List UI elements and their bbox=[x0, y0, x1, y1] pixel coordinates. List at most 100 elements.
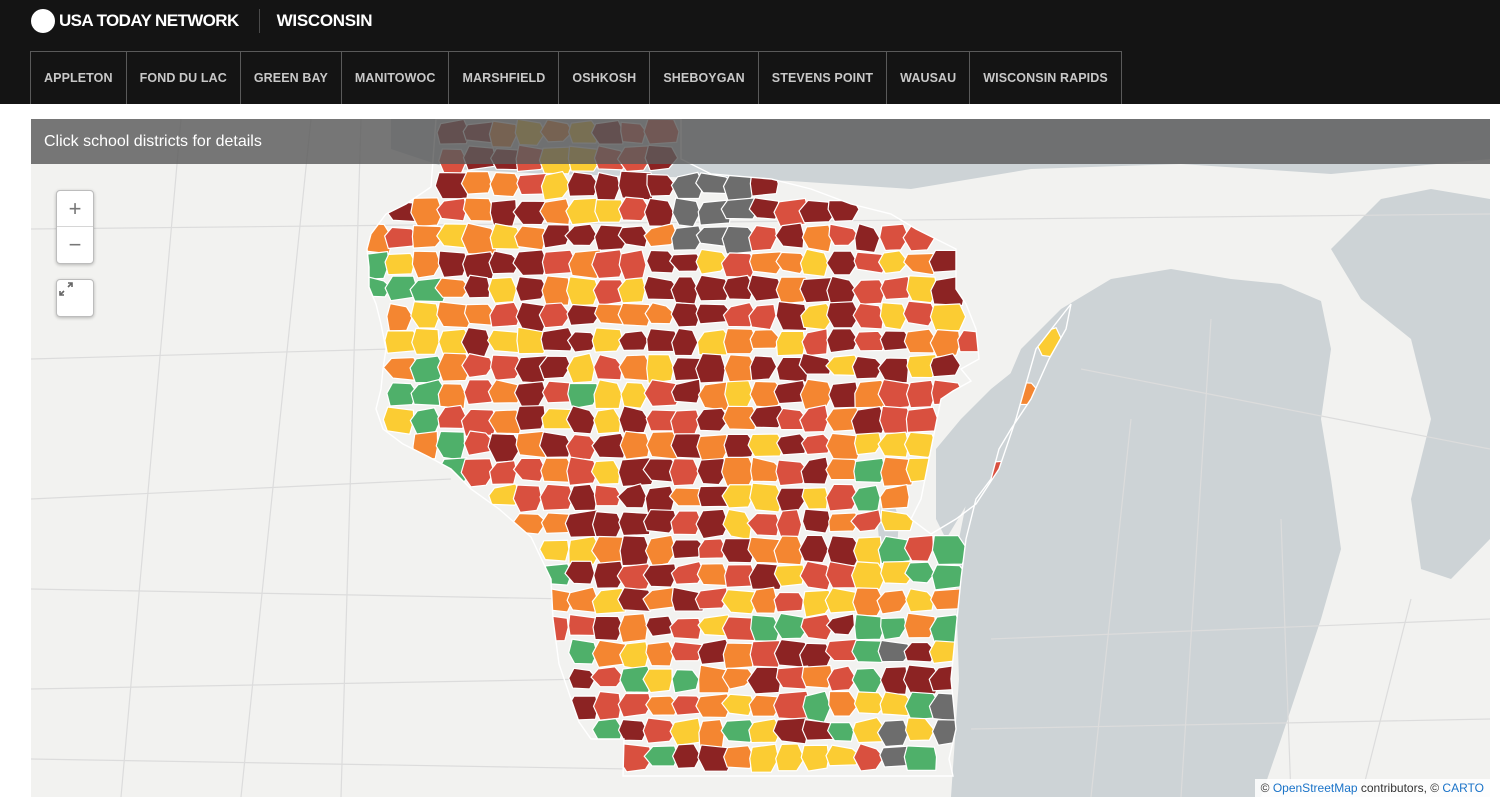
school-district[interactable] bbox=[903, 328, 939, 354]
school-district[interactable] bbox=[772, 717, 809, 745]
school-district[interactable] bbox=[617, 302, 652, 327]
nav-item-wausau[interactable]: WAUSAU bbox=[887, 52, 971, 104]
school-district[interactable] bbox=[720, 719, 757, 743]
school-district[interactable] bbox=[436, 197, 468, 222]
school-district[interactable] bbox=[748, 224, 778, 252]
school-district[interactable] bbox=[904, 717, 936, 742]
brand-name[interactable]: USA TODAY NETWORK bbox=[59, 11, 239, 30]
school-district[interactable] bbox=[515, 404, 547, 432]
school-district[interactable] bbox=[671, 586, 707, 612]
school-district[interactable] bbox=[382, 406, 415, 435]
school-district[interactable] bbox=[463, 274, 491, 299]
school-district[interactable] bbox=[671, 743, 702, 769]
school-district[interactable] bbox=[903, 431, 937, 459]
school-district[interactable] bbox=[801, 224, 833, 253]
nav-item-wisconsin-rapids[interactable]: WISCONSIN RAPIDS bbox=[970, 52, 1122, 104]
school-district[interactable] bbox=[646, 173, 677, 197]
school-district[interactable] bbox=[879, 483, 910, 510]
school-district[interactable] bbox=[773, 564, 805, 587]
school-district[interactable] bbox=[905, 457, 940, 483]
school-district[interactable] bbox=[671, 539, 706, 560]
nav-item-oshkosh[interactable]: OSHKOSH bbox=[559, 52, 651, 104]
school-district[interactable] bbox=[798, 534, 830, 564]
school-district[interactable] bbox=[775, 743, 806, 772]
school-district[interactable] bbox=[538, 355, 572, 380]
school-district[interactable] bbox=[774, 222, 805, 249]
school-district[interactable] bbox=[671, 695, 705, 716]
school-district[interactable] bbox=[827, 199, 860, 222]
school-district[interactable] bbox=[903, 612, 937, 639]
school-district[interactable] bbox=[746, 666, 782, 695]
usa-today-dot-logo-icon[interactable] bbox=[31, 9, 55, 33]
school-district[interactable] bbox=[564, 223, 598, 247]
nav-item-manitowoc[interactable]: MANITOWOC bbox=[342, 52, 450, 104]
school-district[interactable] bbox=[538, 431, 573, 458]
school-district[interactable] bbox=[410, 300, 441, 329]
school-district[interactable] bbox=[593, 484, 622, 507]
school-district[interactable] bbox=[880, 617, 908, 641]
school-district[interactable] bbox=[618, 330, 649, 352]
osm-link[interactable]: OpenStreetMap bbox=[1272, 781, 1358, 795]
school-district[interactable] bbox=[879, 691, 914, 717]
school-district[interactable] bbox=[489, 301, 522, 328]
school-district[interactable] bbox=[539, 539, 570, 562]
school-district[interactable] bbox=[489, 354, 524, 381]
school-district[interactable] bbox=[852, 743, 885, 772]
school-district[interactable] bbox=[902, 222, 936, 252]
school-district[interactable] bbox=[824, 638, 862, 662]
school-district[interactable] bbox=[828, 690, 860, 717]
school-district[interactable] bbox=[852, 716, 887, 744]
school-district[interactable] bbox=[879, 330, 911, 352]
school-district[interactable] bbox=[801, 508, 832, 534]
school-district[interactable] bbox=[618, 612, 648, 644]
school-district[interactable] bbox=[617, 196, 651, 222]
school-district[interactable] bbox=[460, 458, 495, 488]
school-district[interactable] bbox=[775, 251, 808, 275]
school-district[interactable] bbox=[828, 223, 860, 247]
school-district[interactable] bbox=[646, 353, 675, 385]
school-district[interactable] bbox=[800, 456, 830, 485]
school-district[interactable] bbox=[591, 432, 628, 459]
school-district[interactable] bbox=[877, 639, 913, 663]
school-district[interactable] bbox=[694, 274, 732, 302]
school-district[interactable] bbox=[645, 615, 674, 638]
school-district[interactable] bbox=[616, 483, 648, 509]
school-district[interactable] bbox=[513, 225, 547, 251]
school-district[interactable] bbox=[957, 329, 989, 353]
school-district[interactable] bbox=[749, 639, 783, 668]
school-district[interactable] bbox=[565, 197, 604, 226]
school-district[interactable] bbox=[853, 330, 886, 352]
school-district[interactable] bbox=[669, 617, 702, 640]
school-district[interactable] bbox=[566, 352, 596, 384]
school-district[interactable] bbox=[541, 275, 571, 306]
school-district[interactable] bbox=[670, 560, 706, 585]
school-district[interactable] bbox=[903, 641, 937, 663]
school-district[interactable] bbox=[539, 483, 575, 511]
school-district[interactable] bbox=[905, 588, 935, 613]
school-district[interactable] bbox=[748, 251, 786, 275]
school-district[interactable] bbox=[721, 484, 755, 509]
school-district[interactable] bbox=[411, 327, 440, 355]
school-district[interactable] bbox=[852, 302, 885, 330]
school-district[interactable] bbox=[723, 744, 755, 770]
school-district[interactable] bbox=[929, 353, 962, 378]
school-district[interactable] bbox=[593, 560, 626, 589]
school-district[interactable] bbox=[904, 561, 936, 584]
school-district[interactable] bbox=[566, 171, 600, 197]
school-district[interactable] bbox=[695, 508, 730, 540]
school-district[interactable] bbox=[512, 484, 543, 513]
school-district[interactable] bbox=[643, 197, 675, 227]
school-district[interactable] bbox=[853, 432, 883, 456]
school-district[interactable] bbox=[905, 406, 939, 434]
school-district[interactable] bbox=[645, 695, 680, 716]
school-district[interactable] bbox=[826, 665, 858, 692]
nav-item-sheboygan[interactable]: SHEBOYGAN bbox=[650, 52, 759, 104]
school-district[interactable] bbox=[566, 456, 599, 486]
map-canvas[interactable] bbox=[31, 119, 1490, 797]
school-district[interactable] bbox=[592, 615, 624, 642]
school-district[interactable] bbox=[592, 690, 622, 721]
school-district[interactable] bbox=[538, 302, 572, 329]
school-district[interactable] bbox=[800, 744, 830, 772]
school-district[interactable] bbox=[488, 483, 522, 506]
school-district[interactable] bbox=[905, 379, 937, 409]
